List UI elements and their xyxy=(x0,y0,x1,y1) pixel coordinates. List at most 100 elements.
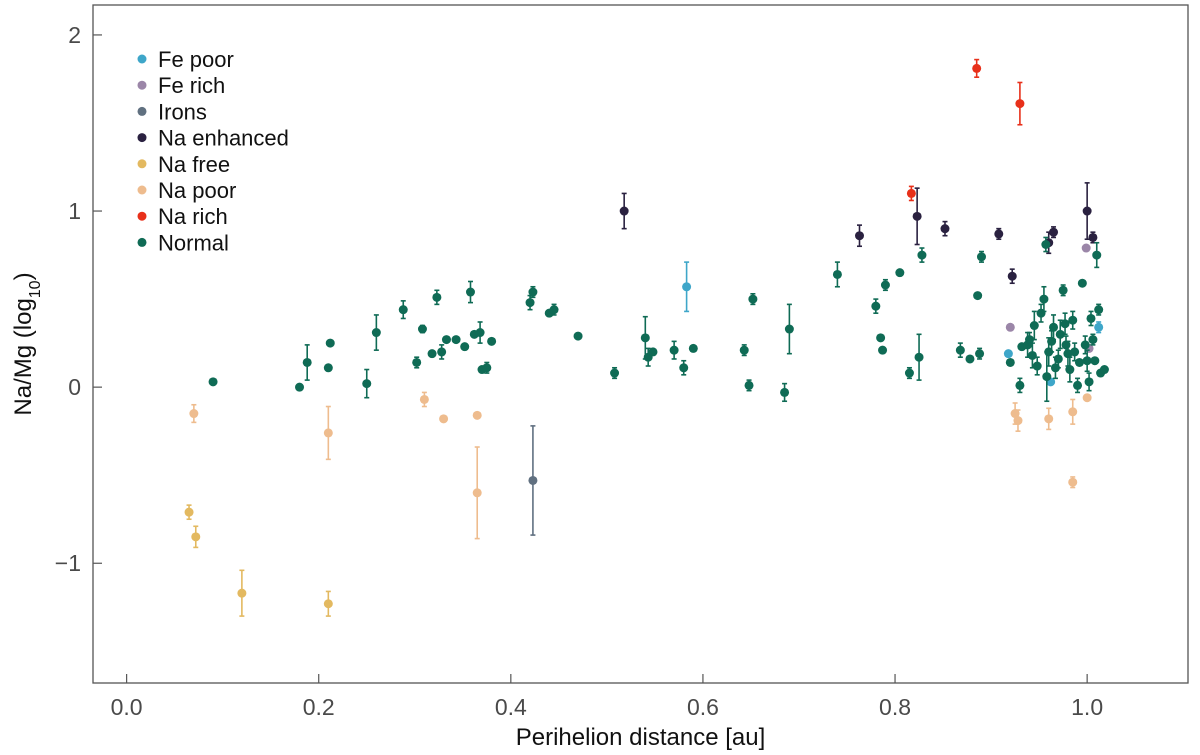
legend-label: Na enhanced xyxy=(158,126,289,151)
marker xyxy=(323,599,333,609)
legend-label: Fe rich xyxy=(158,73,225,98)
marker xyxy=(976,252,986,262)
data-point-normal xyxy=(412,356,422,369)
data-point-fe-rich xyxy=(1005,322,1015,332)
marker xyxy=(739,345,749,355)
data-point-normal xyxy=(1082,349,1092,373)
marker xyxy=(487,336,497,346)
data-point-normal xyxy=(1015,377,1025,394)
marker xyxy=(1088,232,1098,242)
legend-item-na-poor: Na poor xyxy=(137,178,236,203)
marker xyxy=(1007,271,1017,281)
x-tick-label: 0.8 xyxy=(879,694,911,720)
data-point-normal xyxy=(669,340,679,360)
y-tick-label: 2 xyxy=(68,22,81,48)
marker xyxy=(549,305,559,315)
data-point-normal xyxy=(1088,333,1098,346)
marker xyxy=(914,352,924,362)
marker xyxy=(975,349,985,359)
data-point-normal xyxy=(573,331,583,341)
marker xyxy=(1094,322,1104,332)
data-point-normal xyxy=(417,324,427,334)
y-axis-title-subscript: 10 xyxy=(27,280,44,298)
marker xyxy=(855,231,864,241)
marker xyxy=(1049,227,1059,237)
legend-item-na-rich: Na rich xyxy=(137,204,228,229)
data-point-normal xyxy=(1092,241,1102,269)
marker xyxy=(237,588,247,598)
data-point-normal xyxy=(465,280,475,304)
data-point-normal xyxy=(679,359,689,376)
marker xyxy=(441,335,451,345)
data-point-normal xyxy=(1049,314,1059,341)
marker xyxy=(1092,250,1102,260)
data-point-normal xyxy=(362,368,372,399)
marker xyxy=(1073,380,1083,390)
marker xyxy=(362,379,372,389)
legend-swatch xyxy=(137,133,147,143)
marker xyxy=(412,357,422,367)
data-point-na-free xyxy=(184,504,194,521)
legend-swatch xyxy=(137,106,147,116)
data-point-normal xyxy=(475,321,485,344)
data-point-normal xyxy=(784,303,794,355)
marker xyxy=(1060,319,1070,329)
marker xyxy=(451,335,461,345)
data-point-normal xyxy=(880,278,890,292)
marker xyxy=(432,292,442,302)
data-point-normal xyxy=(1068,310,1078,330)
marker xyxy=(878,345,888,355)
marker xyxy=(323,428,333,438)
data-point-na-enhanced xyxy=(940,220,950,237)
marker xyxy=(1044,414,1054,424)
data-point-normal xyxy=(965,354,975,364)
data-point-normal xyxy=(895,268,905,278)
marker xyxy=(323,363,333,373)
legend-label: Na rich xyxy=(158,204,228,229)
data-point-normal xyxy=(451,335,461,345)
legend-swatch xyxy=(137,185,147,195)
data-point-normal xyxy=(1032,356,1042,376)
data-point-normal xyxy=(302,344,312,381)
data-point-normal xyxy=(876,333,886,343)
marker xyxy=(1080,340,1090,350)
marker xyxy=(1013,416,1023,426)
data-point-normal xyxy=(1086,310,1096,327)
data-point-normal xyxy=(1090,356,1100,366)
marker xyxy=(439,414,449,424)
marker xyxy=(1027,350,1037,360)
legend-label: Irons xyxy=(158,99,207,124)
marker xyxy=(1082,206,1092,216)
marker xyxy=(1070,347,1080,357)
data-point-normal xyxy=(744,379,754,392)
legend-label: Fe poor xyxy=(158,47,234,72)
marker xyxy=(437,347,447,357)
x-tick-label: 0.4 xyxy=(495,694,527,720)
data-point-normal xyxy=(1058,284,1068,297)
data-point-na-rich xyxy=(972,58,982,79)
data-point-normal xyxy=(525,294,535,311)
data-point-na-enhanced xyxy=(1049,226,1059,239)
x-tick-label: 0.2 xyxy=(303,694,335,720)
data-point-na-poor xyxy=(1068,476,1078,489)
legend-item-fe-poor: Fe poor xyxy=(137,47,234,72)
marker xyxy=(895,268,905,278)
legend-label: Normal xyxy=(158,230,229,255)
data-point-na-enhanced xyxy=(619,192,629,230)
marker xyxy=(573,331,583,341)
data-point-na-poor xyxy=(1082,393,1092,403)
y-tick-label: 1 xyxy=(68,198,81,224)
marker xyxy=(912,211,922,221)
data-point-na-enhanced xyxy=(1088,231,1098,244)
data-point-normal xyxy=(1070,342,1080,362)
data-point-normal xyxy=(878,345,888,355)
data-point-na-free xyxy=(323,590,333,617)
marker xyxy=(1065,365,1075,375)
data-point-normal xyxy=(975,347,985,360)
marker xyxy=(780,387,790,397)
legend-item-irons: Irons xyxy=(137,99,207,124)
x-tick-label: 1.0 xyxy=(1071,694,1103,720)
marker xyxy=(302,357,312,367)
data-point-na-free xyxy=(237,569,247,617)
data-point-normal xyxy=(1029,310,1039,341)
